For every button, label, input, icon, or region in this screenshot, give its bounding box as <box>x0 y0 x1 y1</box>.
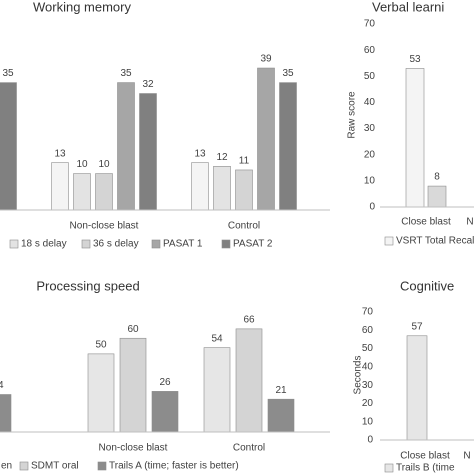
chart-title: Processing speed <box>36 278 139 293</box>
chart-title: Cognitive <box>400 278 454 293</box>
data-label: 11 <box>239 156 250 167</box>
data-label: 66 <box>243 315 255 326</box>
y-tick-label: 60 <box>362 325 374 336</box>
y-tick-label: 0 <box>367 435 373 446</box>
bar <box>267 398 295 433</box>
legend-swatch <box>384 236 394 246</box>
data-label: 13 <box>194 148 206 159</box>
y-axis-label: Seconds <box>353 356 364 395</box>
x-tick-label: Non-close blast <box>70 221 139 232</box>
bar <box>139 93 157 211</box>
y-tick-label: 60 <box>364 45 376 56</box>
legend-label: Trails A (time; faster is better) <box>109 461 239 472</box>
data-label: 57 <box>411 321 423 332</box>
chart-title: Working memory <box>33 0 132 14</box>
legend-label: Trails B (time <box>396 463 455 474</box>
y-tick-label: 50 <box>362 343 374 354</box>
x-tick-label: Control <box>233 443 265 454</box>
data-label: 8 <box>434 172 440 183</box>
y-tick-label: 40 <box>362 361 374 372</box>
y-tick-label: 10 <box>364 175 376 186</box>
x-tick-label: Control <box>228 221 260 232</box>
y-tick-label: 70 <box>364 19 376 30</box>
legend-swatch <box>81 239 91 249</box>
data-label: 35 <box>2 68 14 79</box>
x-tick-label: Close blast <box>400 451 450 462</box>
data-label: 35 <box>282 68 294 79</box>
y-tick-label: 30 <box>362 380 374 391</box>
data-label: 24 <box>0 380 4 391</box>
y-axis-label: Raw score <box>347 91 358 139</box>
legend-swatch <box>151 239 161 249</box>
legend-label: en <box>1 461 12 472</box>
y-tick-label: 20 <box>364 149 376 160</box>
data-label: 50 <box>95 340 107 351</box>
legend-label: PASAT 2 <box>233 239 273 250</box>
x-tick-label: Close blast <box>401 217 451 228</box>
bar <box>87 353 115 433</box>
data-label: 26 <box>159 377 171 388</box>
legend-label: VSRT Total Recall <box>396 236 474 247</box>
legend-swatch <box>9 239 19 249</box>
legend-label: 36 s delay <box>93 239 139 250</box>
bar <box>0 394 12 433</box>
data-label: 12 <box>216 152 228 163</box>
bar <box>203 347 231 433</box>
y-tick-label: 50 <box>364 71 376 82</box>
y-tick-label: 40 <box>364 97 376 108</box>
legend-label: SDMT oral <box>31 461 79 472</box>
bar <box>406 335 428 441</box>
data-label: 21 <box>275 385 287 396</box>
legend-swatch <box>221 239 231 249</box>
bar <box>427 185 447 208</box>
bar <box>191 162 209 211</box>
bar <box>213 166 231 211</box>
bar <box>279 82 297 211</box>
bar <box>235 169 253 211</box>
x-tick-label: N <box>463 451 470 462</box>
bar <box>151 391 179 433</box>
data-label: 35 <box>120 68 132 79</box>
data-label: 13 <box>54 148 66 159</box>
data-label: 32 <box>142 79 154 90</box>
bar <box>405 68 425 208</box>
data-label: 10 <box>98 159 110 170</box>
x-tick-label: Non-close blast <box>99 443 168 454</box>
bar <box>257 67 275 211</box>
legend-label: 18 s delay <box>21 239 67 250</box>
chart-title: Verbal learni <box>372 0 444 14</box>
y-tick-label: 70 <box>362 307 374 318</box>
y-tick-label: 10 <box>362 416 374 427</box>
x-tick-label: N <box>466 217 473 228</box>
bar <box>51 162 69 211</box>
data-label: 53 <box>409 54 421 65</box>
legend-swatch <box>19 461 29 471</box>
data-label: 54 <box>211 333 223 344</box>
data-label: 60 <box>127 324 139 335</box>
bar <box>117 82 135 211</box>
legend-swatch <box>384 463 394 473</box>
bar <box>235 328 263 433</box>
bar <box>73 173 91 211</box>
y-tick-label: 20 <box>362 398 374 409</box>
y-tick-label: 0 <box>369 202 375 213</box>
legend-swatch <box>97 461 107 471</box>
data-label: 39 <box>260 54 272 65</box>
bar <box>95 173 113 211</box>
data-label: 10 <box>76 159 88 170</box>
bar <box>119 337 147 433</box>
y-tick-label: 30 <box>364 123 376 134</box>
bar <box>0 82 17 211</box>
legend-label: PASAT 1 <box>163 239 203 250</box>
